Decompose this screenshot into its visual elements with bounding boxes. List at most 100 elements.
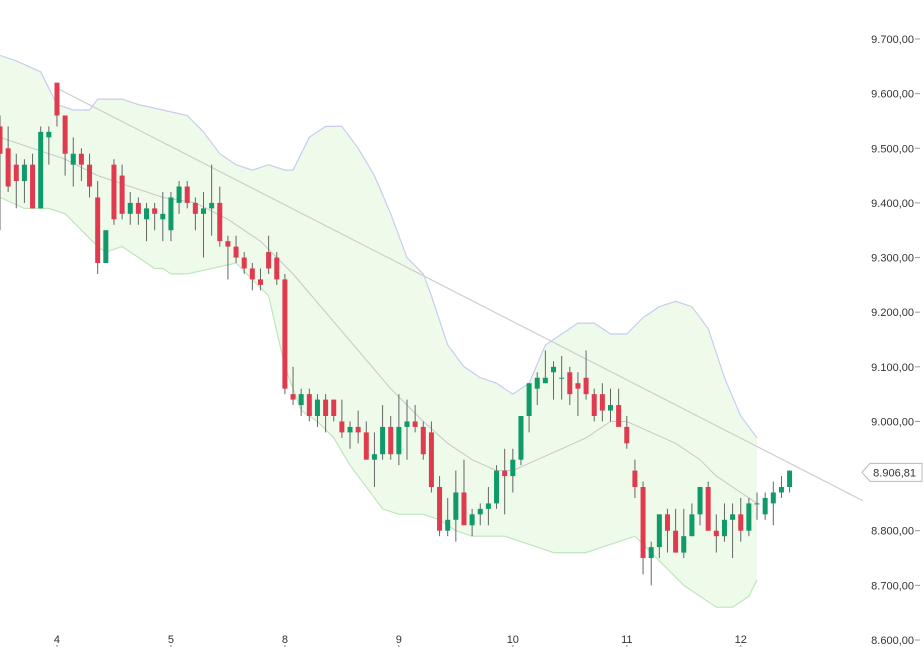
candle-body-up bbox=[656, 514, 662, 548]
candle-body-down bbox=[664, 514, 670, 531]
candle bbox=[608, 388, 613, 422]
candle bbox=[616, 388, 622, 427]
candle bbox=[380, 405, 386, 460]
candle-body-down bbox=[599, 394, 605, 411]
candle bbox=[152, 202, 158, 231]
candle bbox=[542, 350, 548, 384]
candle-body-up bbox=[518, 415, 524, 460]
candle bbox=[681, 508, 687, 559]
candle-body-up bbox=[371, 454, 377, 460]
candle-body-down bbox=[0, 126, 3, 154]
candle bbox=[664, 508, 670, 553]
candle-body-up bbox=[762, 497, 768, 515]
candle bbox=[209, 164, 215, 236]
candle bbox=[770, 481, 776, 526]
x-axis: 4 5 8 9 10 11 12 bbox=[54, 634, 747, 647]
upper-band bbox=[0, 54, 758, 439]
candle bbox=[38, 126, 44, 209]
candle bbox=[551, 361, 557, 400]
candle bbox=[510, 448, 516, 493]
candle bbox=[184, 181, 190, 209]
candle-body-down bbox=[632, 470, 638, 488]
candle bbox=[314, 394, 320, 427]
candle bbox=[632, 459, 638, 498]
candle-body-down bbox=[184, 186, 190, 203]
candle-body-down bbox=[95, 197, 101, 264]
x-tick-label: 4 bbox=[54, 634, 60, 646]
candle-body-down bbox=[30, 164, 36, 209]
candle bbox=[591, 388, 597, 422]
candle-body-up bbox=[721, 519, 727, 537]
candle-body-down bbox=[306, 394, 312, 416]
candle-body-down bbox=[5, 148, 11, 187]
candle bbox=[396, 394, 402, 466]
candle-body-up bbox=[176, 186, 182, 203]
candle-body-up bbox=[160, 213, 166, 220]
candle-body-down bbox=[257, 279, 263, 285]
y-tick-label: 9.500,00 bbox=[871, 143, 914, 155]
candle bbox=[583, 350, 589, 400]
candle bbox=[160, 191, 166, 242]
y-tick-label: 9.100,00 bbox=[871, 362, 914, 374]
candle bbox=[461, 459, 467, 526]
candle-body-down bbox=[624, 426, 630, 444]
candle-body-down bbox=[355, 426, 361, 433]
candle-body-down bbox=[437, 487, 443, 531]
candle bbox=[445, 497, 451, 537]
candle-body-down bbox=[339, 421, 345, 433]
candle bbox=[477, 503, 483, 526]
trendline-segment[interactable] bbox=[56, 87, 864, 502]
candle bbox=[192, 197, 198, 231]
candle bbox=[526, 383, 532, 433]
candle bbox=[127, 191, 133, 225]
y-tick-label: 8.600,00 bbox=[871, 635, 914, 647]
candle-body-up bbox=[201, 208, 206, 214]
candle bbox=[103, 230, 109, 264]
candle bbox=[469, 508, 475, 537]
candle-body-down bbox=[290, 394, 296, 400]
candle-body-down bbox=[192, 202, 198, 214]
candle-body-down bbox=[282, 279, 288, 389]
candle bbox=[282, 273, 288, 395]
candle-body-down bbox=[225, 241, 231, 247]
candle-body-up bbox=[534, 377, 540, 389]
candle bbox=[233, 235, 239, 264]
candle bbox=[87, 153, 93, 198]
candle bbox=[640, 481, 646, 575]
candle bbox=[559, 355, 565, 400]
candle bbox=[290, 366, 296, 406]
candle-body-down bbox=[575, 383, 581, 389]
candle-body-down bbox=[640, 487, 646, 559]
candle bbox=[54, 82, 60, 127]
last-price-marker: 8.906,81 bbox=[861, 462, 923, 482]
candle bbox=[697, 487, 703, 526]
candle bbox=[428, 421, 434, 493]
candle-body-up bbox=[787, 470, 793, 488]
candle-body-up bbox=[404, 421, 410, 427]
candle-body-up bbox=[209, 202, 215, 209]
candle-body-up bbox=[396, 426, 402, 455]
candle bbox=[323, 394, 329, 433]
candle-body-down bbox=[673, 530, 679, 553]
candle bbox=[787, 470, 793, 493]
candle-body-down bbox=[241, 257, 247, 269]
candle-body-up bbox=[689, 514, 695, 537]
candle-body-up bbox=[778, 487, 784, 493]
candle-body-up bbox=[38, 131, 44, 209]
candle-body-down bbox=[274, 257, 280, 280]
candle bbox=[241, 252, 247, 274]
candle-body-down bbox=[705, 487, 711, 531]
candle-body-down bbox=[13, 164, 19, 182]
candle-body-down bbox=[738, 514, 744, 531]
x-tick-label: 9 bbox=[396, 634, 402, 646]
candle-body-up bbox=[453, 492, 459, 520]
candle bbox=[225, 235, 231, 280]
candle bbox=[363, 421, 369, 460]
candle-body-up bbox=[127, 202, 133, 214]
y-tick-label: 9.600,00 bbox=[871, 89, 914, 101]
candle bbox=[738, 497, 744, 542]
candle bbox=[567, 366, 573, 406]
candle-body-up bbox=[477, 508, 483, 515]
y-tick-label: 9.700,00 bbox=[871, 34, 914, 46]
